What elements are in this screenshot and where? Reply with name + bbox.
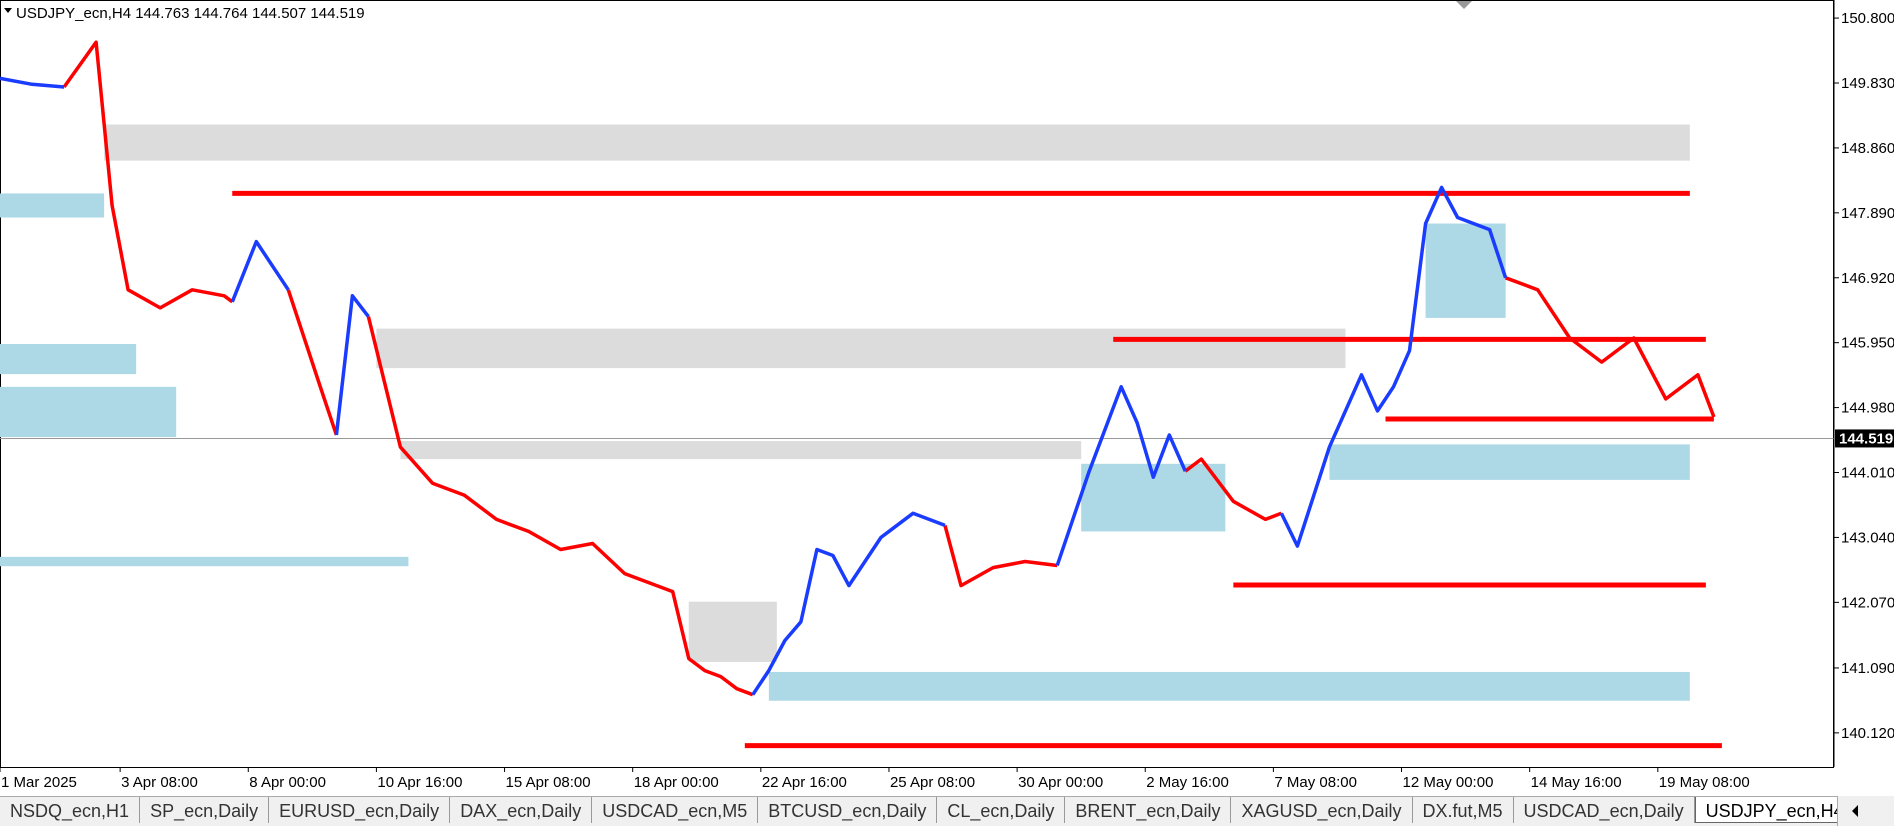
y-tick-label: 146.920 [1841, 270, 1894, 287]
x-tick-label: 25 Apr 08:00 [890, 774, 975, 791]
tab[interactable]: BRENT_ecn,Daily [1065, 797, 1232, 823]
nav-left[interactable] [1852, 805, 1858, 817]
x-tick-label: 3 Apr 08:00 [121, 774, 198, 791]
y-tick-label: 150.800 [1841, 10, 1894, 27]
chart-title: USDJPY_ecn,H4 144.763 144.764 144.507 14… [16, 5, 365, 22]
x-tick-label: 10 Apr 16:00 [377, 774, 462, 791]
zone [376, 328, 1346, 369]
price-line [0, 76, 1508, 696]
tab[interactable]: SP_ecn,Daily [140, 797, 270, 823]
x-tick-label: 18 Apr 00:00 [634, 774, 719, 791]
x-tick-label: 7 May 08:00 [1274, 774, 1357, 791]
zone [1329, 444, 1690, 480]
zone [0, 344, 137, 375]
x-tick-label: 12 May 00:00 [1403, 774, 1494, 791]
y-tick-label: 144.010 [1841, 465, 1894, 482]
zone [0, 193, 105, 218]
scroll-marker [1456, 1, 1472, 9]
nav-arrows [1852, 805, 1858, 817]
y-tick-label: 147.890 [1841, 205, 1894, 222]
tab[interactable]: CL_ecn,Daily [937, 797, 1066, 823]
tab[interactable]: DX.fut,M5 [1413, 797, 1514, 823]
zone [400, 441, 1082, 460]
tab[interactable]: XAGUSD_ecn,Daily [1231, 797, 1413, 823]
y-tick-label: 142.070 [1841, 594, 1894, 611]
tab[interactable]: USDJPY_ecn,H4 [1694, 797, 1855, 823]
y-tick-label: 145.950 [1841, 335, 1894, 352]
tab-bar: NSDQ_ecn,H1 SP_ecn,Daily EURUSD_ecn,Daily D… [0, 796, 1894, 826]
y-tick-label: 148.860 [1841, 140, 1894, 157]
price-line [62, 40, 1716, 697]
y-tick-label: 144.980 [1841, 400, 1894, 417]
x-tick-label: 2 May 16:00 [1146, 774, 1229, 791]
x-tick-label: 19 May 08:00 [1659, 774, 1750, 791]
zone [104, 124, 1690, 161]
x-tick-label: 8 Apr 00:00 [249, 774, 326, 791]
menu-arrow[interactable] [4, 8, 12, 13]
tab[interactable]: BTCUSD_ecn,Daily [758, 797, 938, 823]
plot-frame [0, 0, 1834, 768]
zone [768, 671, 1690, 701]
tab[interactable]: USDCAD_ecn,Daily [1514, 797, 1695, 823]
current-price-label: 144.519 [1839, 430, 1893, 447]
current-price-box [1835, 429, 1894, 448]
x-tick-label: 14 May 16:00 [1531, 774, 1622, 791]
x-tick-label: 30 Apr 00:00 [1018, 774, 1103, 791]
tab[interactable]: EURUSD_ecn,Daily [269, 797, 451, 823]
tab[interactable]: DAX_ecn,Daily [450, 797, 593, 823]
zone [0, 386, 177, 438]
chart: USDJPY_ecn,H4 144.763 144.764 144.507 14… [0, 0, 1894, 791]
zone [688, 601, 777, 662]
y-tick-label: 143.040 [1841, 529, 1894, 546]
x-tick-label: 15 Apr 08:00 [506, 774, 591, 791]
x-tick-label: 22 Apr 16:00 [762, 774, 847, 791]
tab-nav[interactable] [1837, 796, 1894, 826]
tab[interactable]: NSDQ_ecn,H1 [0, 797, 141, 823]
y-tick-label: 149.830 [1841, 75, 1894, 92]
tab[interactable]: USDCAD_ecn,M5 [592, 797, 759, 823]
x-tick-label: 1 Mar 2025 [1, 774, 77, 791]
zone [0, 556, 409, 567]
y-tick-label: 140.120 [1841, 725, 1894, 742]
y-tick-label: 141.090 [1841, 660, 1894, 677]
